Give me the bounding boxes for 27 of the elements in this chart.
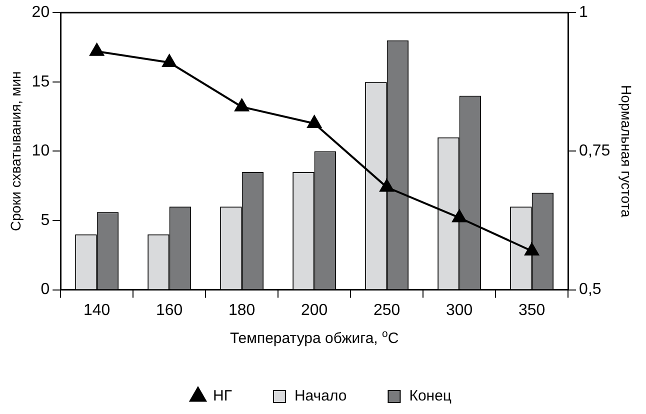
point — [524, 242, 539, 256]
x-tick-label: 350 — [518, 302, 546, 319]
point — [380, 179, 394, 192]
x-tick-label: 160 — [156, 302, 183, 319]
point — [90, 43, 104, 56]
legend-label: Конец — [409, 388, 452, 405]
y2-axis-title: Нормальная густота — [618, 85, 635, 218]
y2-tick-label: 1 — [579, 4, 588, 22]
y-tick-label: 5 — [40, 212, 50, 229]
x-tick-label: 180 — [228, 302, 256, 319]
x-tick-label: 200 — [300, 302, 328, 319]
x-tick-label: 300 — [446, 302, 473, 319]
x-tick-label: 250 — [373, 302, 400, 319]
point — [307, 115, 322, 128]
y-tick-label: 10 — [32, 142, 50, 160]
point — [234, 98, 249, 112]
point — [452, 210, 466, 222]
point — [162, 54, 176, 67]
legend-label: Начало — [294, 388, 347, 405]
x-tick-label: 140 — [83, 302, 110, 319]
legend-label: НГ — [212, 388, 232, 405]
y2-tick-label: 0,5 — [579, 281, 602, 298]
y-tick-label: 15 — [32, 73, 50, 90]
y2-tick-label: 0,75 — [579, 142, 610, 160]
y-axis-title: Сроки схватывания, мин — [7, 71, 24, 232]
y-tick-label: 0 — [40, 281, 50, 298]
y-tick-label: 20 — [32, 4, 50, 22]
